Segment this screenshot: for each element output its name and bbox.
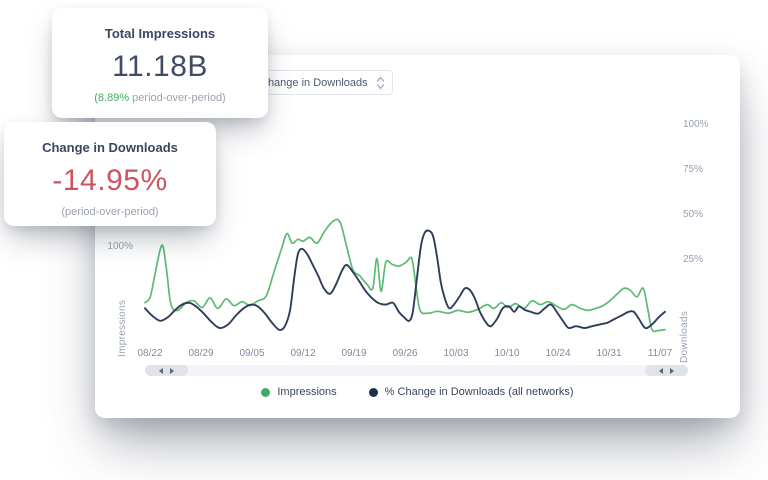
- right-axis-tick-100: 100%: [683, 119, 709, 130]
- x-tick: 09/19: [341, 348, 367, 359]
- x-tick: 09/26: [392, 348, 418, 359]
- scroll-right-icon[interactable]: [670, 367, 674, 374]
- right-axis-tick-75: 75%: [683, 164, 704, 175]
- select-chevron-icon: [376, 76, 384, 89]
- x-tick: 09/12: [290, 348, 316, 359]
- downloads-card-title: Change in Downloads: [42, 140, 178, 155]
- impressions-delta-label: period-over-period): [129, 92, 226, 104]
- impressions-card: Total Impressions 11.18B (8.89% period-o…: [52, 8, 268, 118]
- right-axis-label: Downloads: [679, 310, 690, 363]
- downloads-card-subtitle: (period-over-period): [61, 206, 159, 218]
- left-axis-tick-100: 100%: [107, 241, 133, 252]
- x-tick: 08/22: [137, 348, 163, 359]
- downloads-card: Change in Downloads -14.95% (period-over…: [4, 122, 216, 226]
- scroll-left-icon[interactable]: [659, 367, 663, 374]
- impressions-dot-icon: [261, 387, 271, 397]
- impressions-card-value: 11.18B: [112, 50, 208, 83]
- legend-item-impressions[interactable]: Impressions: [261, 386, 337, 398]
- impressions-card-title: Total Impressions: [104, 26, 216, 41]
- impressions-delta-pct: (8.89%: [94, 92, 130, 104]
- chart-scrollbar-track[interactable]: [145, 365, 688, 376]
- left-axis-label: Impressions: [117, 299, 128, 357]
- scrollbar-right-pill[interactable]: [645, 365, 688, 376]
- metric-select[interactable]: Change in Downloads: [250, 70, 393, 95]
- x-tick: 11/07: [647, 348, 673, 359]
- downloads-card-value: -14.95%: [52, 164, 168, 197]
- x-tick: 10/10: [494, 348, 520, 359]
- downloads-line: [144, 229, 666, 331]
- impressions-card-delta: (8.89% period-over-period): [52, 92, 268, 104]
- chart-plot: [144, 218, 666, 333]
- metric-select-value: Change in Downloads: [260, 76, 368, 89]
- x-tick: 10/31: [596, 348, 622, 359]
- chart-legend: Impressions % Change in Downloads (all n…: [95, 386, 740, 398]
- scroll-left-icon[interactable]: [159, 367, 163, 374]
- legend-item-downloads[interactable]: % Change in Downloads (all networks): [368, 386, 574, 398]
- legend-label: % Change in Downloads (all networks): [384, 386, 574, 398]
- scrollbar-left-pill[interactable]: [145, 365, 188, 376]
- x-tick: 08/29: [188, 348, 214, 359]
- right-axis-tick-50: 50%: [683, 209, 704, 220]
- x-tick: 09/05: [239, 348, 265, 359]
- legend-label: Impressions: [277, 386, 337, 398]
- x-axis-labels: 08/22 08/29 09/05 09/12 09/19 09/26 10/0…: [135, 348, 675, 359]
- impressions-line: [144, 218, 666, 333]
- x-tick: 10/24: [545, 348, 571, 359]
- downloads-dot-icon: [368, 387, 378, 397]
- chart-card: Change in Downloads 100% Impressions 100…: [95, 55, 740, 418]
- x-tick: 10/03: [443, 348, 469, 359]
- scroll-right-icon[interactable]: [170, 367, 174, 374]
- right-axis-tick-25: 25%: [683, 254, 704, 265]
